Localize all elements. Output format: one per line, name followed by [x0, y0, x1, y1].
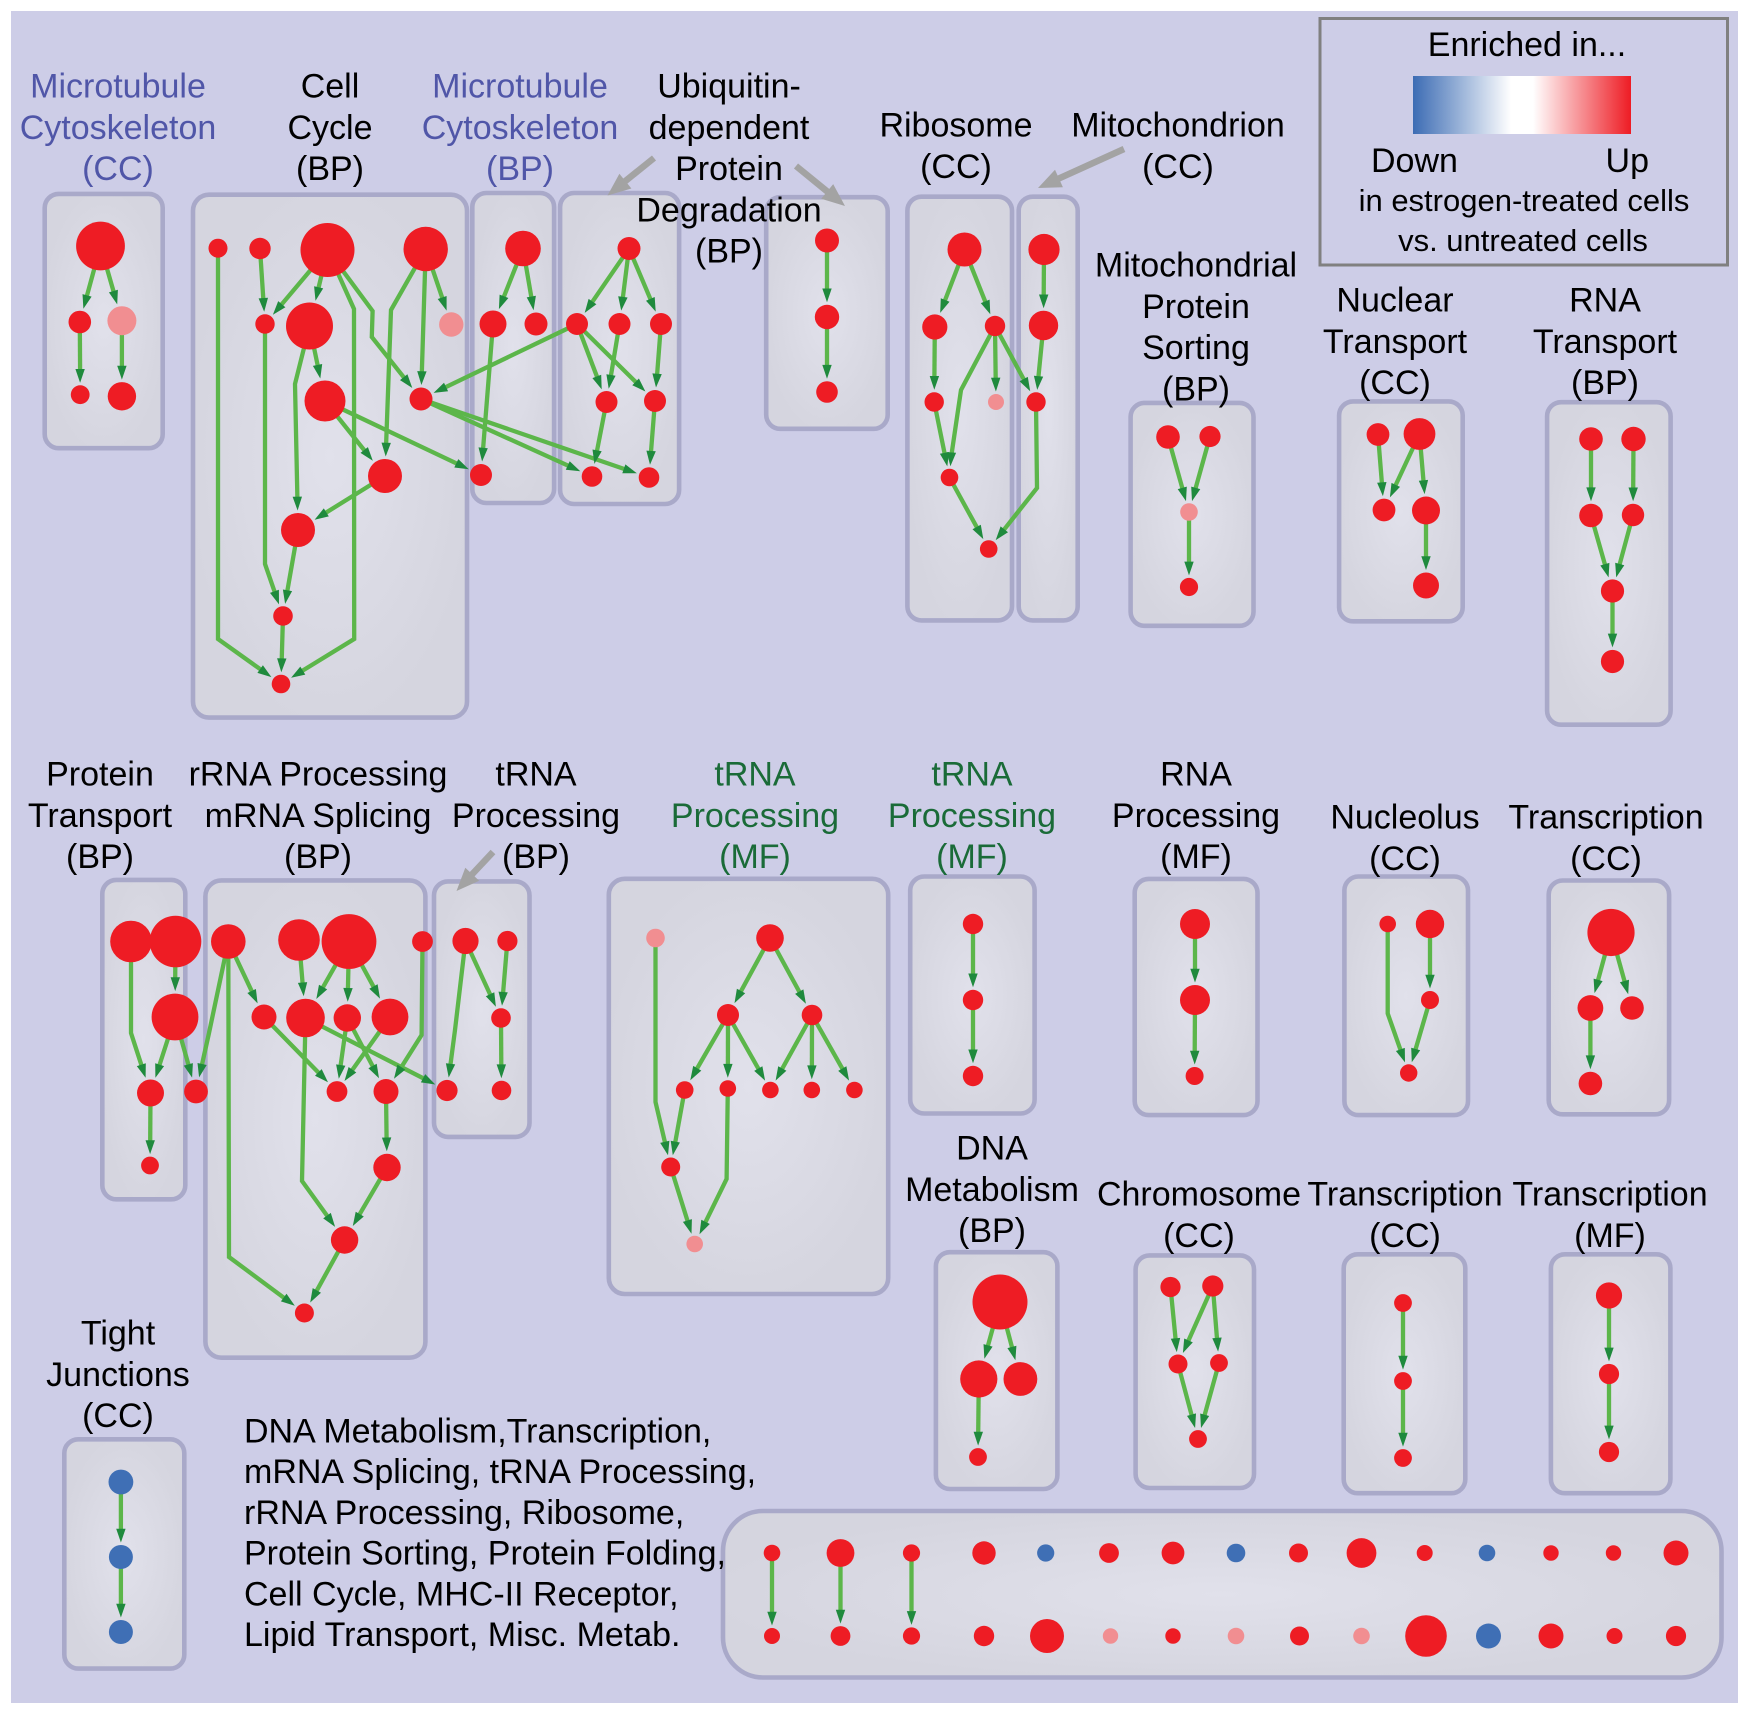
svg-text:Cell: Cell [301, 68, 360, 106]
svg-text:(MF): (MF) [1574, 1217, 1646, 1255]
svg-text:RNA: RNA [1569, 282, 1641, 320]
svg-text:rRNA Processing: rRNA Processing [189, 756, 448, 794]
svg-text:Processing: Processing [1112, 797, 1280, 835]
svg-text:Transcription: Transcription [1307, 1176, 1502, 1214]
svg-text:(CC): (CC) [920, 148, 992, 186]
svg-text:tRNA: tRNA [714, 756, 796, 794]
svg-text:Mitochondrial: Mitochondrial [1095, 247, 1297, 285]
svg-text:Nuclear: Nuclear [1336, 282, 1453, 320]
svg-text:(CC): (CC) [1369, 840, 1441, 878]
svg-text:vs. untreated cells: vs. untreated cells [1398, 223, 1648, 258]
svg-text:Ubiquitin-: Ubiquitin- [657, 68, 801, 106]
svg-text:Processing: Processing [888, 797, 1056, 835]
svg-text:mRNA Splicing, tRNA Processing: mRNA Splicing, tRNA Processing, [244, 1453, 756, 1491]
svg-text:Junctions: Junctions [46, 1356, 190, 1394]
svg-text:(BP): (BP) [66, 838, 134, 876]
svg-text:(MF): (MF) [719, 838, 791, 876]
svg-text:Cycle: Cycle [287, 109, 372, 147]
svg-text:(CC): (CC) [1570, 840, 1642, 878]
svg-text:Transport: Transport [1323, 323, 1468, 361]
svg-text:(CC): (CC) [1359, 364, 1431, 402]
svg-text:(CC): (CC) [1142, 148, 1214, 186]
svg-text:rRNA Processing, Ribosome,: rRNA Processing, Ribosome, [244, 1494, 684, 1532]
svg-text:(BP): (BP) [296, 150, 364, 188]
svg-text:RNA: RNA [1160, 756, 1232, 794]
svg-text:Metabolism: Metabolism [905, 1171, 1079, 1209]
svg-text:(CC): (CC) [82, 150, 154, 188]
svg-text:Sorting: Sorting [1142, 329, 1250, 367]
svg-text:(CC): (CC) [1369, 1217, 1441, 1255]
svg-text:Transcription: Transcription [1508, 799, 1703, 837]
svg-text:Processing: Processing [452, 797, 620, 835]
svg-text:Protein: Protein [675, 150, 783, 188]
svg-text:Down: Down [1371, 142, 1458, 180]
svg-text:tRNA: tRNA [931, 756, 1013, 794]
svg-text:Up: Up [1606, 142, 1649, 180]
svg-text:Microtubule: Microtubule [30, 68, 206, 106]
svg-text:in estrogen-treated cells: in estrogen-treated cells [1359, 183, 1690, 218]
svg-text:Enriched in...: Enriched in... [1428, 26, 1626, 64]
svg-text:Protein Sorting, Protein Foldi: Protein Sorting, Protein Folding, [244, 1535, 726, 1573]
svg-text:(MF): (MF) [936, 838, 1008, 876]
svg-text:(CC): (CC) [82, 1397, 154, 1435]
svg-text:Lipid Transport, Misc. Metab.: Lipid Transport, Misc. Metab. [244, 1616, 681, 1654]
svg-text:Transcription: Transcription [1512, 1176, 1707, 1214]
svg-text:Ribosome: Ribosome [879, 107, 1032, 145]
svg-text:Cytoskeleton: Cytoskeleton [20, 109, 217, 147]
svg-text:dependent: dependent [649, 109, 810, 147]
svg-text:(CC): (CC) [1163, 1217, 1235, 1255]
svg-text:Transport: Transport [28, 797, 173, 835]
svg-text:Mitochondrion: Mitochondrion [1071, 107, 1285, 145]
svg-text:tRNA: tRNA [495, 756, 577, 794]
svg-text:Degradation: Degradation [636, 191, 821, 229]
svg-text:Protein: Protein [1142, 288, 1250, 326]
svg-text:Cytoskeleton: Cytoskeleton [422, 109, 619, 147]
svg-text:(BP): (BP) [284, 838, 352, 876]
svg-text:(BP): (BP) [695, 233, 763, 271]
svg-text:Nucleolus: Nucleolus [1330, 799, 1479, 837]
svg-text:(BP): (BP) [958, 1212, 1026, 1250]
svg-text:(BP): (BP) [486, 150, 554, 188]
svg-text:(BP): (BP) [1162, 370, 1230, 408]
svg-text:Microtubule: Microtubule [432, 68, 608, 106]
svg-text:Tight: Tight [81, 1315, 156, 1353]
svg-text:(MF): (MF) [1160, 838, 1232, 876]
svg-text:DNA Metabolism,Transcription,: DNA Metabolism,Transcription, [244, 1413, 711, 1451]
svg-text:Cell Cycle, MHC-II Receptor,: Cell Cycle, MHC-II Receptor, [244, 1575, 679, 1613]
svg-text:Transport: Transport [1533, 323, 1678, 361]
svg-text:(BP): (BP) [502, 838, 570, 876]
svg-text:(BP): (BP) [1571, 364, 1639, 402]
svg-text:Processing: Processing [671, 797, 839, 835]
svg-text:Protein: Protein [46, 756, 154, 794]
svg-text:mRNA Splicing: mRNA Splicing [205, 797, 432, 835]
svg-text:Chromosome: Chromosome [1097, 1176, 1301, 1214]
svg-text:DNA: DNA [956, 1130, 1028, 1168]
